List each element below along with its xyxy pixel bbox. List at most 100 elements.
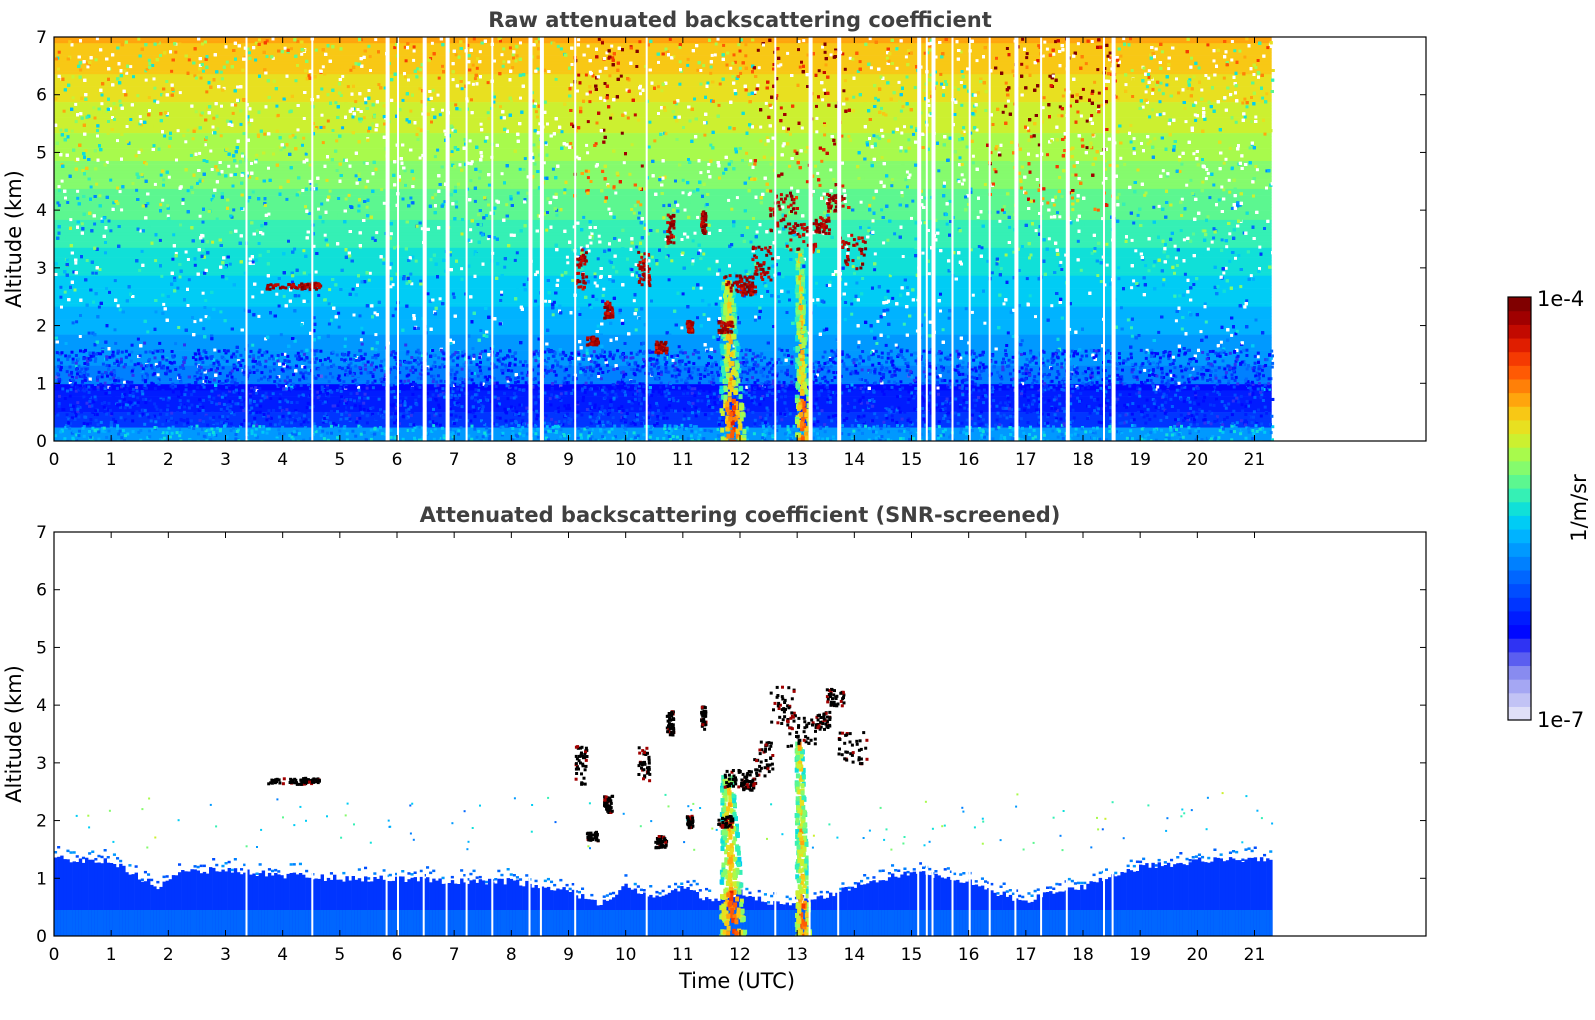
- cloud-cell: [641, 259, 645, 263]
- cloud-cell: [840, 704, 844, 708]
- heatmap-band: [54, 108, 1272, 112]
- plume-cell: [726, 422, 731, 428]
- cloud-cell: [831, 697, 834, 701]
- cloud-cell: [845, 750, 849, 754]
- cloud-cell: [755, 759, 759, 763]
- heatmap-band: [54, 219, 1272, 224]
- cloud-cell: [658, 347, 662, 350]
- cloud-cell: [831, 197, 835, 201]
- cloud-cell: [724, 328, 728, 332]
- cloud-cell: [743, 287, 747, 291]
- cloud-cell: [305, 285, 309, 289]
- plume-cell: [738, 425, 743, 431]
- screened-column: [441, 883, 445, 936]
- plume-cell: [735, 833, 740, 838]
- screened-column: [463, 882, 467, 936]
- cloud-cell: [762, 261, 766, 265]
- y-tick-label: 5: [36, 143, 47, 163]
- cloud-cell: [667, 235, 671, 239]
- cloud-cell: [825, 715, 829, 719]
- cloud-cell: [703, 723, 707, 727]
- cloud-cell: [780, 708, 784, 712]
- plume-cell: [806, 416, 811, 422]
- cloud-cell: [832, 704, 836, 708]
- cloud-cell: [727, 777, 731, 781]
- screened-column: [1191, 859, 1196, 936]
- heatmap-band: [54, 300, 1272, 304]
- cloud-cell: [606, 798, 610, 802]
- data-gap: [539, 37, 544, 441]
- cloud-cell: [828, 689, 832, 693]
- cloud-cell: [656, 841, 660, 845]
- cloud-cell: [667, 724, 671, 728]
- cloud-cell: [641, 749, 645, 753]
- heatmap-band: [54, 424, 1272, 428]
- screened-column: [116, 867, 120, 936]
- heatmap-band: [54, 229, 1272, 233]
- plume-cell: [735, 869, 740, 875]
- screened-column: [1213, 857, 1217, 936]
- plume-cell: [738, 440, 743, 441]
- cloud-cell: [580, 751, 583, 755]
- cloud-cell: [813, 742, 817, 746]
- cloud-cell: [834, 208, 837, 212]
- screened-column: [450, 880, 455, 936]
- screened-column: [937, 875, 941, 936]
- cloud-cell: [742, 787, 746, 791]
- plume-cell: [737, 928, 742, 934]
- cloud-cell: [814, 729, 817, 733]
- plume-cell: [795, 890, 800, 896]
- cloud-cell: [829, 703, 833, 707]
- screened-column: [75, 862, 80, 936]
- plume-cell: [801, 903, 806, 909]
- cloud-cell: [769, 252, 773, 256]
- cloud-cell: [723, 324, 727, 328]
- plume-cell: [737, 856, 742, 862]
- data-gap: [528, 855, 531, 936]
- heatmap-band: [54, 114, 1272, 118]
- x-tick-label: 11: [672, 450, 694, 470]
- screened-column: [897, 877, 901, 936]
- heatmap-band: [54, 402, 1272, 407]
- cloud-cell: [727, 773, 731, 777]
- cloud-cell: [643, 252, 647, 256]
- cloud-cell: [669, 730, 673, 734]
- cloud-cell: [304, 283, 308, 286]
- cloud-cell: [754, 290, 758, 293]
- cloud-cell: [855, 742, 859, 746]
- cloud-cell: [749, 293, 753, 297]
- cloud-cell: [827, 206, 831, 210]
- plume-cell: [794, 253, 799, 259]
- plume-cell: [723, 869, 728, 875]
- cloud-cell: [672, 730, 676, 734]
- cloud-cell: [647, 276, 651, 280]
- screened-column: [1204, 862, 1208, 936]
- screened-column: [1232, 858, 1236, 936]
- plume-cell: [805, 917, 810, 923]
- plume-cell: [795, 817, 800, 823]
- cloud-cell: [611, 312, 615, 316]
- cloud-cell: [721, 817, 725, 821]
- heatmap-band: [54, 111, 1272, 115]
- plume-cell: [801, 835, 806, 841]
- screened-column: [314, 878, 318, 936]
- plume-cell: [732, 307, 737, 313]
- x-tick-label: 19: [1129, 945, 1151, 965]
- cloud-cell: [740, 778, 744, 782]
- cloud-cell: [721, 321, 725, 325]
- screened-column: [410, 877, 414, 936]
- screened-column: [131, 874, 135, 936]
- cloud-cell: [293, 777, 297, 781]
- heatmap-band: [54, 232, 1272, 236]
- cloud-cell: [582, 756, 585, 760]
- data-gap: [968, 37, 971, 441]
- cloud-cell: [275, 777, 279, 781]
- data-gap: [422, 37, 427, 441]
- cloud-cell: [855, 739, 859, 743]
- plume-cell: [795, 265, 800, 271]
- plume-cell: [732, 405, 736, 411]
- cloud-cell: [577, 285, 581, 289]
- heatmap-band: [54, 123, 1272, 128]
- plume-cell: [800, 426, 805, 432]
- cloud-cell: [843, 757, 847, 761]
